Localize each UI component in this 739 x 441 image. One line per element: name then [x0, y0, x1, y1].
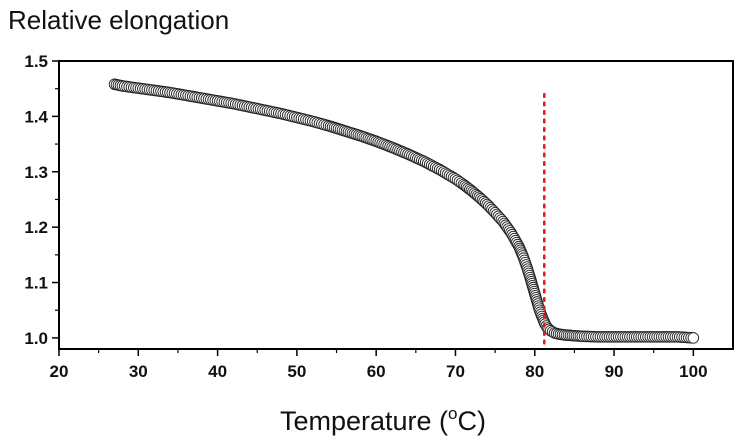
plot-area: 20 30 40 50 60 70 80 90 100 1.0 1.1 1.2 1.3 1.4 1.5 [24, 52, 734, 381]
x-tick-label: 50 [287, 362, 306, 381]
x-tick-label: 30 [129, 362, 148, 381]
y-axis-title: Relative elongation [8, 5, 229, 35]
x-tick-label: 80 [525, 362, 544, 381]
plot-frame [58, 60, 734, 350]
y-tick-label: 1.1 [24, 274, 48, 293]
y-tick-label: 1.5 [24, 52, 48, 71]
x-tick-label: 100 [679, 362, 707, 381]
data-point [687, 332, 700, 344]
y-tick-label: 1.4 [24, 107, 48, 126]
x-tick-label: 20 [50, 362, 69, 381]
x-tick-label: 70 [446, 362, 465, 381]
x-tick-label: 60 [367, 362, 386, 381]
x-tick-label: 90 [605, 362, 624, 381]
x-axis-title: Temperature (oC) [280, 404, 486, 436]
y-tick-label: 1.2 [24, 218, 48, 237]
y-tick-label: 1.0 [24, 329, 48, 348]
y-tick-label: 1.3 [24, 163, 48, 182]
x-tick-label: 40 [208, 362, 227, 381]
